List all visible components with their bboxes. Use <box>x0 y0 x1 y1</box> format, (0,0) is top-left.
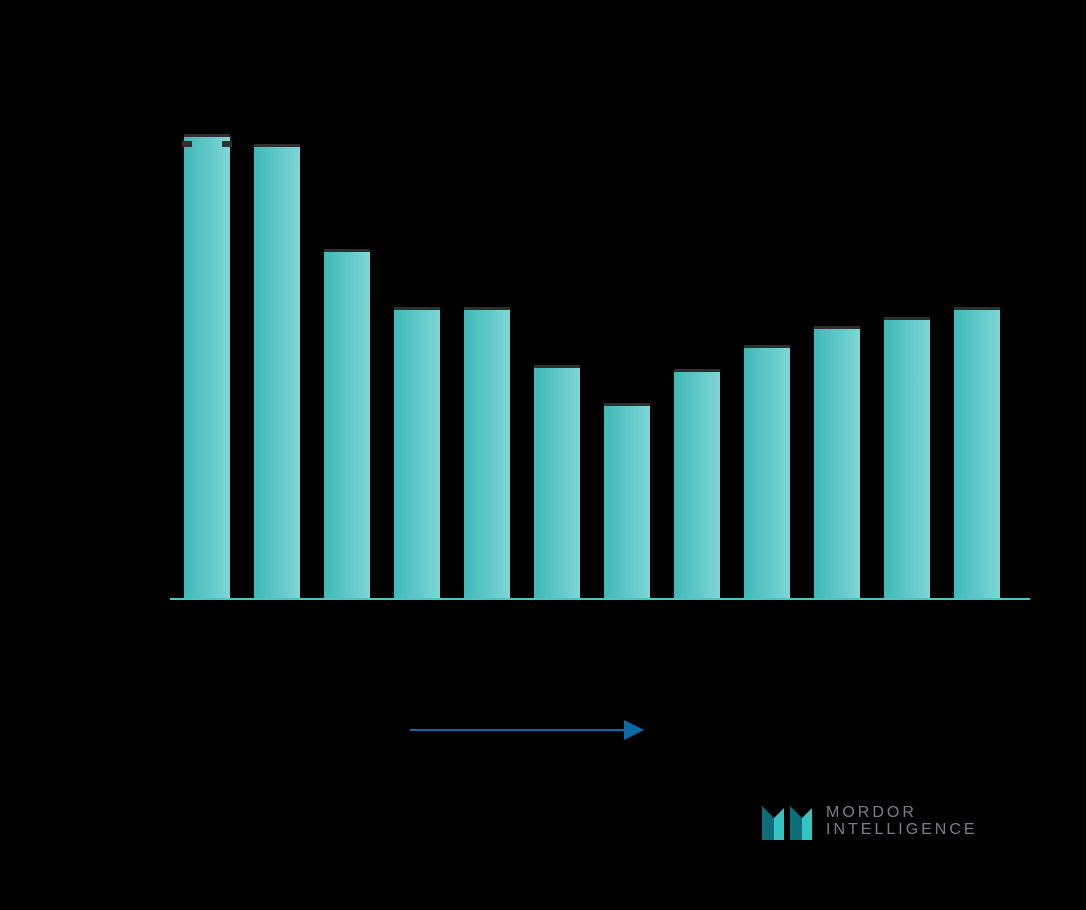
brand-logo-mark <box>760 800 816 844</box>
brand-logo-line1: MORDOR <box>826 805 978 822</box>
brand-logo-text: MORDOR INTELLIGENCE <box>826 805 978 839</box>
brand-logo: MORDOR INTELLIGENCE <box>760 800 978 844</box>
chart-container: MORDOR INTELLIGENCE <box>0 0 1086 910</box>
source-arrow <box>0 0 1086 910</box>
brand-logo-line2: INTELLIGENCE <box>826 822 978 839</box>
